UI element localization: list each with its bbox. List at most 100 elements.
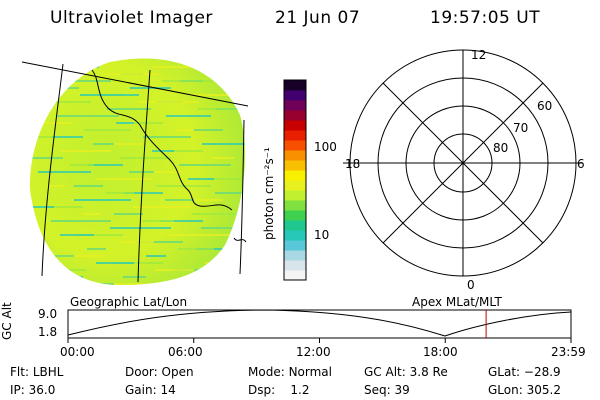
footer-seq: Seq: 39: [364, 383, 410, 397]
scan-stripe: [103, 73, 159, 75]
timeline-ytick-9: 9.0: [38, 307, 58, 321]
colorbar-segment: [284, 200, 306, 211]
scan-stripe: [175, 129, 194, 131]
colorbar-segment: [284, 100, 306, 111]
scan-stripe: [155, 269, 194, 271]
scan-stripe: [152, 150, 174, 152]
scan-stripe: [38, 171, 91, 173]
colorbar-tick-10: 10: [314, 228, 330, 242]
timeline-xtick-2: 12:00: [296, 345, 331, 359]
scan-stripe: [29, 157, 63, 159]
polar-lat-80: 80: [493, 141, 509, 155]
scan-stripe: [60, 234, 94, 236]
scan-stripe: [29, 122, 71, 124]
scan-stripe: [107, 108, 151, 110]
scan-stripe: [211, 157, 234, 159]
polar-label-bottom: 0: [467, 278, 475, 292]
colorbar-segment: [284, 270, 306, 281]
scan-stripe: [111, 143, 143, 145]
timeline-xtick-1: 06:00: [168, 345, 203, 359]
polar-diag-2: [382, 82, 544, 244]
footer-glon: GLon: 305.2: [488, 383, 561, 397]
lon-line: [41, 63, 64, 277]
scan-stripe: [65, 185, 103, 187]
colorbar-segment: [284, 250, 306, 261]
scan-stripe: [137, 241, 183, 243]
polar-lat-70: 70: [513, 121, 529, 135]
timeline-xtick-0: 00:00: [60, 345, 95, 359]
scan-stripe: [83, 213, 114, 215]
timeline-right-caption: Apex MLat/MLT: [412, 295, 502, 309]
scan-stripe: [134, 122, 163, 124]
scan-stripe: [198, 108, 245, 110]
colorbar-segment: [284, 230, 306, 241]
footer-mode: Mode: Normal: [248, 365, 332, 379]
altitude-curve: [67, 309, 572, 337]
colorbar-segment: [284, 120, 306, 131]
scan-stripe: [37, 255, 74, 257]
lon-line: [239, 119, 245, 275]
scan-stripe: [166, 115, 211, 117]
scan-stripe: [34, 136, 54, 138]
scan-stripe: [183, 199, 223, 201]
scan-stripe: [91, 283, 143, 285]
colorbar-segment: [284, 160, 306, 171]
colorbar-segment: [284, 140, 306, 151]
timeline-left-caption: Geographic Lat/Lon: [70, 295, 188, 309]
coastline: [91, 69, 247, 243]
footer-ip: IP: 36.0: [10, 383, 56, 397]
scan-stripe: [78, 234, 123, 236]
scan-stripe: [52, 136, 83, 138]
polar-plot: [343, 49, 583, 277]
instrument-title: Ultraviolet Imager: [50, 8, 213, 28]
scan-stripe: [74, 199, 131, 201]
scan-stripe: [130, 87, 171, 89]
scan-stripe: [51, 220, 111, 222]
scan-stripe: [96, 262, 134, 264]
scan-stripe: [147, 171, 183, 173]
scan-stripe: [201, 227, 234, 229]
scan-stripe: [64, 269, 86, 271]
scan-stripe: [160, 220, 203, 222]
scan-stripe: [61, 150, 111, 152]
scan-stripe: [142, 220, 174, 222]
scan-stripe: [178, 248, 214, 250]
colorbar-segment: [284, 240, 306, 251]
polar-label-left: 18: [345, 157, 361, 171]
scan-stripe: [88, 164, 123, 166]
scan-stripe: [143, 136, 191, 138]
scan-stripe: [87, 248, 106, 250]
footer-dsp: Dsp: 1.2: [248, 383, 310, 397]
scan-stripe: [153, 66, 191, 68]
scan-stripe: [165, 199, 194, 201]
scan-stripe: [119, 241, 154, 243]
colorbar-segment: [284, 180, 306, 191]
lat-line: [21, 61, 249, 107]
scan-stripe: [215, 192, 245, 194]
footer-gain: Gain: 14: [125, 383, 176, 397]
scan-stripe: [179, 164, 231, 166]
scan-stripe: [47, 185, 74, 187]
scan-stripe: [116, 122, 134, 124]
timeline-xtick-3: 18:00: [423, 345, 458, 359]
colorbar-segment: [284, 170, 306, 181]
scan-stripe: [70, 164, 94, 166]
footer-gc-alt: GC Alt: 3.8 Re: [364, 365, 448, 379]
polar-label-top: 12: [471, 48, 487, 62]
scan-stripe: [139, 101, 199, 103]
scan-stripe: [42, 206, 83, 208]
colorbar-segment: [284, 80, 306, 91]
scan-stripe: [55, 255, 103, 257]
scan-stripe: [146, 255, 166, 257]
scan-stripe: [196, 248, 243, 250]
scan-stripe: [29, 206, 54, 208]
date-label: 21 Jun 07: [275, 8, 361, 28]
colorbar-segment: [284, 130, 306, 141]
scan-stripe: [97, 178, 151, 180]
colorbar-frame: [283, 79, 307, 281]
scan-stripe: [93, 143, 114, 145]
colorbar-segment: [284, 260, 306, 271]
footer-glat: GLat: −28.9: [488, 365, 561, 379]
